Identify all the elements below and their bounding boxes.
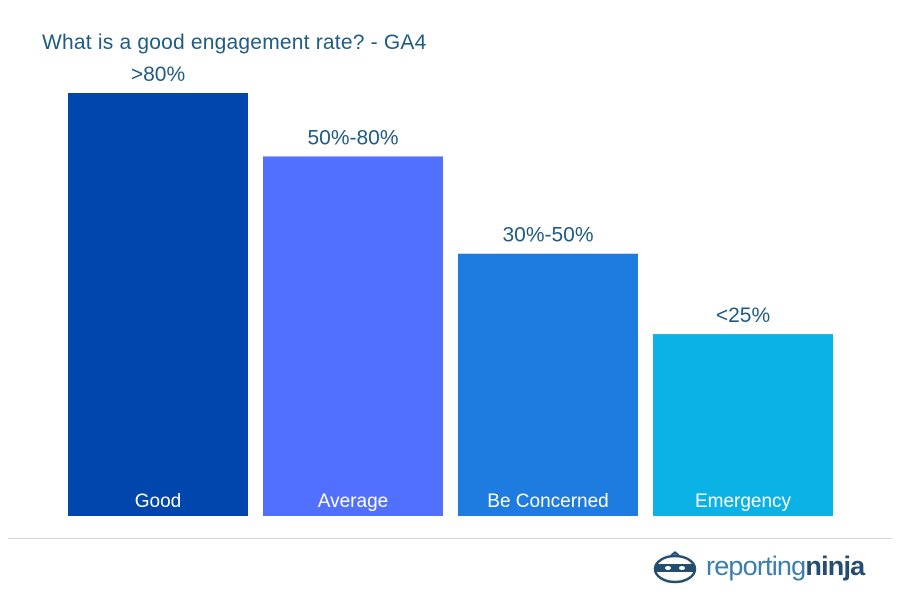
footer-divider xyxy=(8,538,892,539)
value-label-emergency: <25% xyxy=(716,304,770,327)
chart-title: What is a good engagement rate? - GA4 xyxy=(42,31,427,54)
bar-emergency xyxy=(653,334,833,516)
bar-be-concerned xyxy=(458,253,638,517)
bar-good xyxy=(68,93,248,516)
brand-name-part1: reporting xyxy=(706,551,806,581)
brand-logo: reportingninja xyxy=(652,545,892,589)
brand-name-part2: ninja xyxy=(805,551,865,581)
value-label-be-concerned: 30%-50% xyxy=(502,224,593,247)
brand-name: reportingninja xyxy=(706,551,865,582)
category-label-emergency: Emergency xyxy=(695,491,792,512)
category-label-good: Good xyxy=(135,491,181,512)
bar-average xyxy=(263,156,443,516)
bar-chart: Good >80% Average 50%-80% Be Concerned 30%-50… xyxy=(68,63,833,517)
ninja-head-icon xyxy=(653,551,697,584)
value-label-good: >80% xyxy=(131,63,185,86)
value-label-average: 50%-80% xyxy=(307,126,398,149)
category-label-be-concerned: Be Concerned xyxy=(487,491,608,512)
category-label-average: Average xyxy=(318,491,388,512)
